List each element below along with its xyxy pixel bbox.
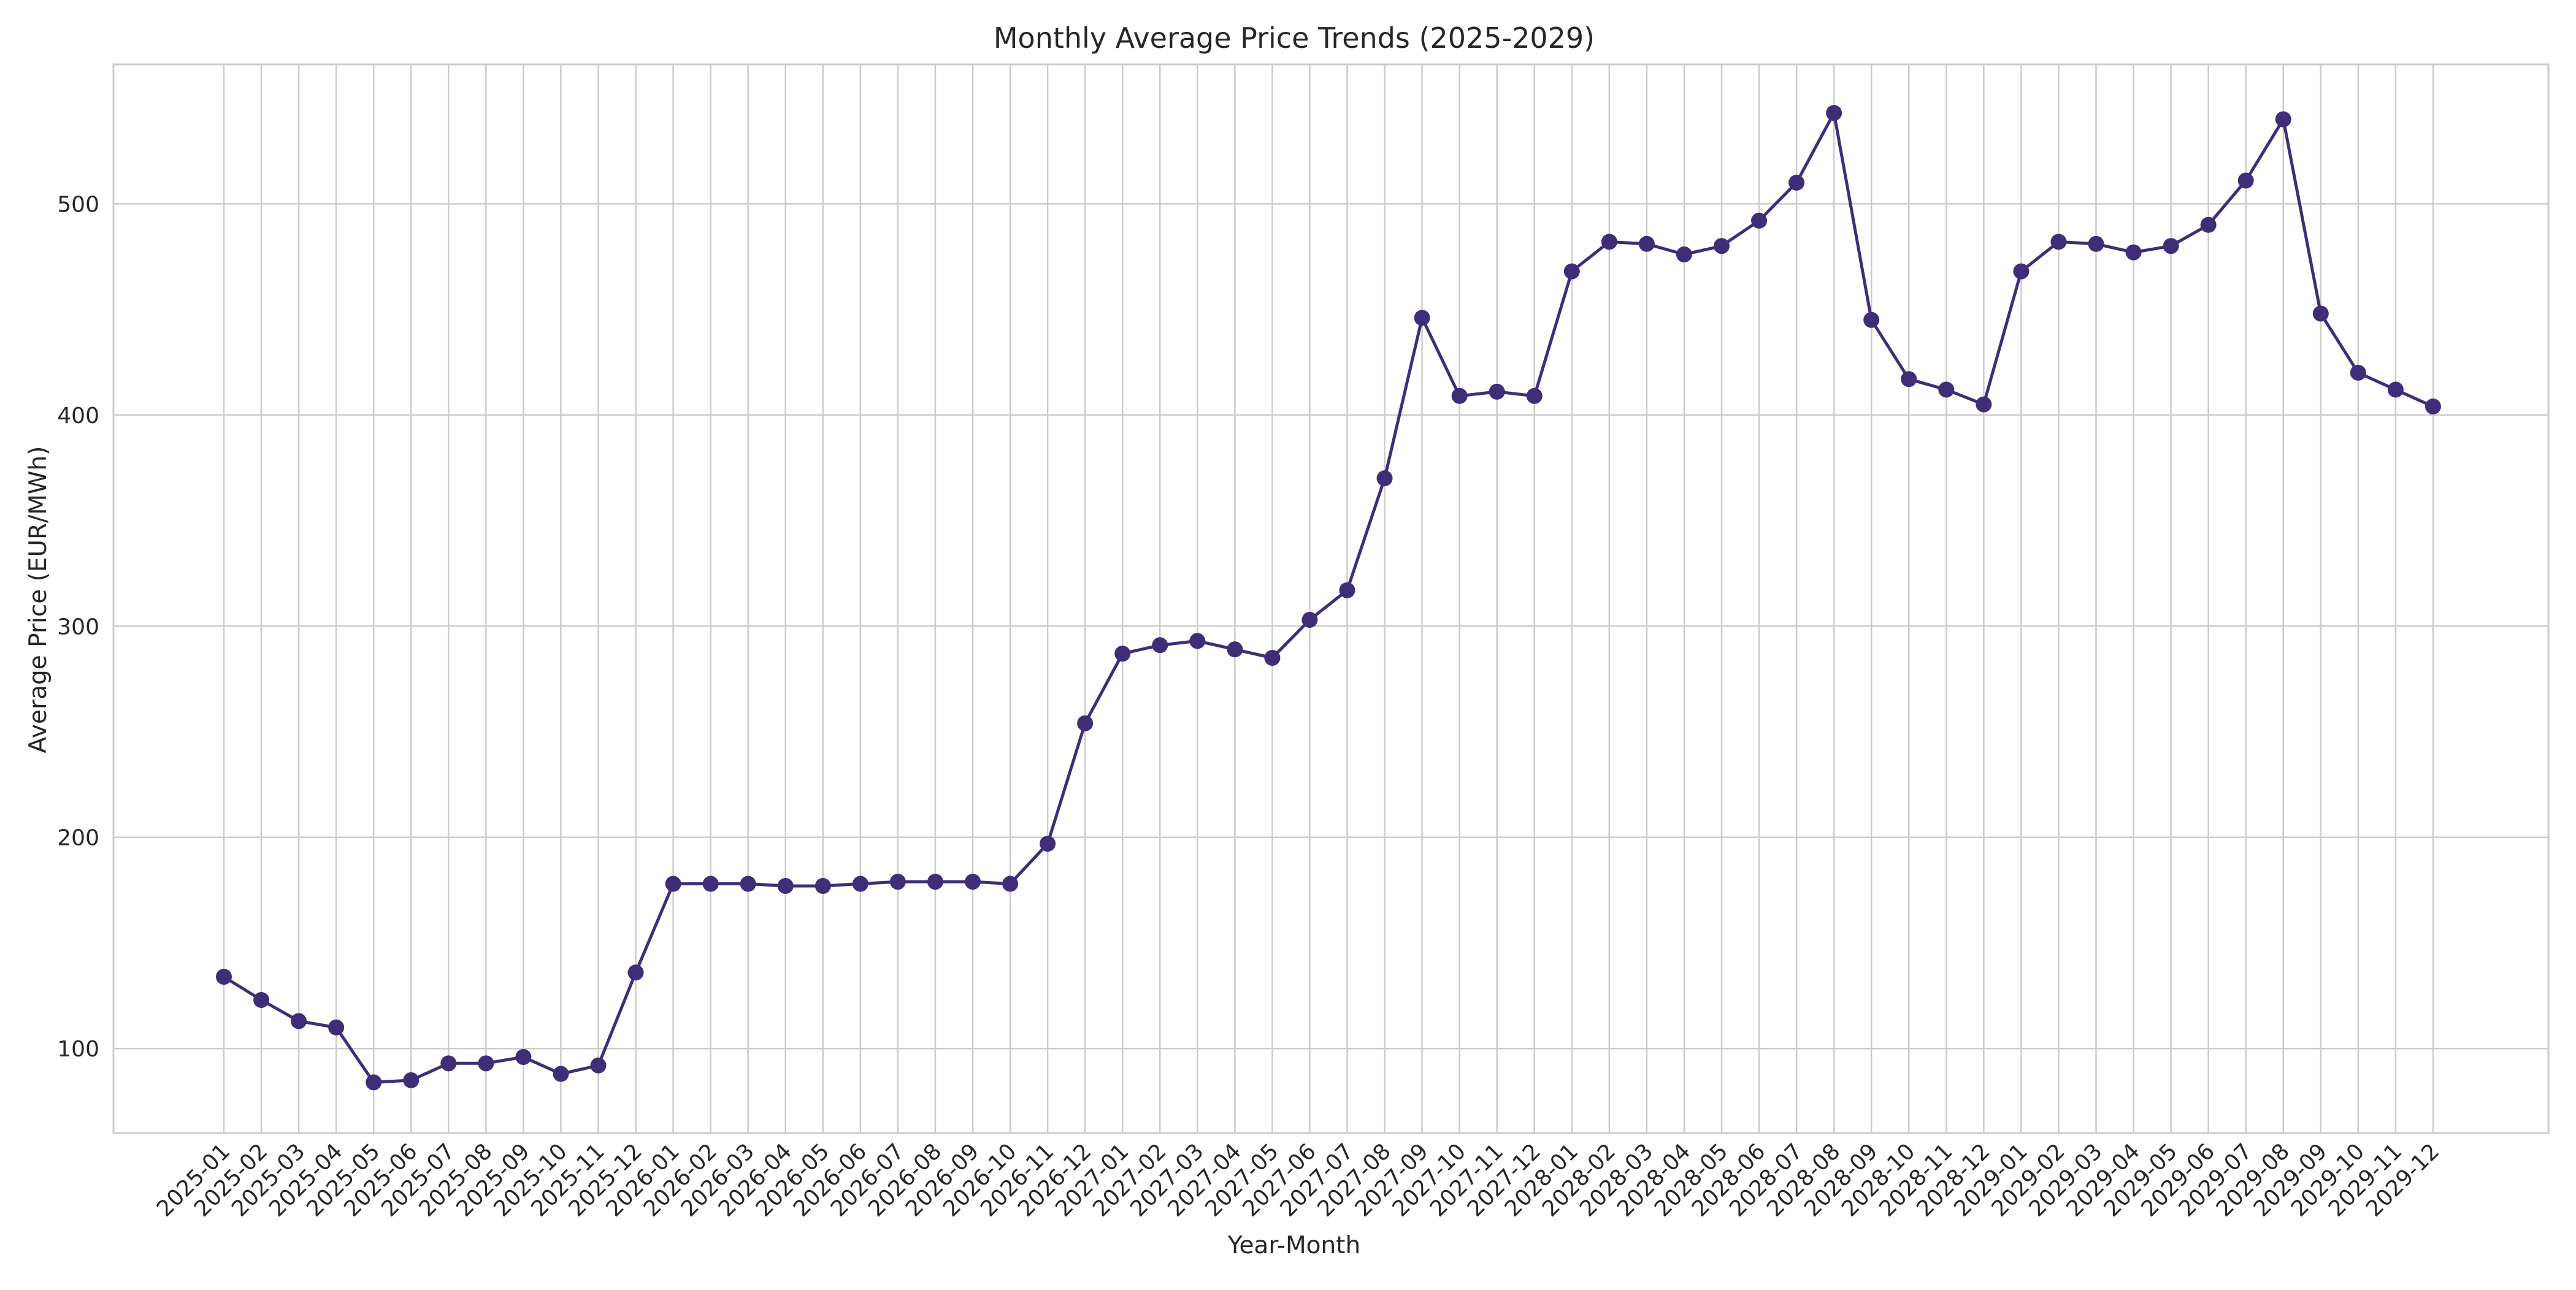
data-point	[2050, 234, 2067, 250]
data-point	[1152, 637, 1168, 654]
data-point	[927, 874, 943, 890]
data-point	[1826, 105, 1842, 121]
data-point	[2387, 381, 2404, 398]
y-tick-label: 200	[57, 826, 99, 851]
data-point	[1414, 310, 1430, 326]
data-point	[515, 1048, 532, 1065]
data-point	[1976, 396, 1992, 413]
data-point	[777, 877, 794, 894]
data-point	[253, 991, 270, 1008]
data-point	[2088, 235, 2104, 252]
data-point	[1601, 234, 1617, 250]
data-point	[2163, 238, 2179, 254]
data-point	[1264, 649, 1281, 666]
data-point	[216, 969, 232, 985]
data-point	[328, 1019, 345, 1036]
data-point	[366, 1074, 382, 1091]
data-point	[1114, 646, 1131, 662]
grid	[113, 64, 2548, 1133]
data-point	[1863, 311, 1880, 328]
data-point	[1638, 235, 1655, 252]
data-point	[1301, 611, 1318, 628]
data-point	[1938, 381, 1955, 398]
data-point	[1077, 715, 1094, 731]
data-point	[665, 876, 681, 892]
data-point	[1714, 238, 1730, 254]
data-point	[2312, 305, 2329, 322]
data-point	[403, 1072, 420, 1088]
data-point	[1676, 246, 1692, 263]
data-point	[627, 964, 644, 981]
data-point	[1901, 371, 1917, 387]
data-point	[852, 876, 868, 892]
data-point	[2350, 364, 2366, 381]
data-point	[1002, 876, 1019, 892]
x-axis-ticks: 2025-012025-022025-032025-042025-052025-…	[152, 1139, 2444, 1221]
data-point	[815, 877, 831, 894]
data-point	[1339, 582, 1355, 598]
data-point	[1526, 387, 1543, 404]
data-point	[478, 1055, 494, 1072]
y-tick-label: 400	[57, 403, 99, 429]
data-point	[2275, 111, 2291, 128]
data-point	[2237, 172, 2254, 189]
data-point	[2125, 244, 2142, 261]
data-point	[2013, 263, 2030, 280]
y-tick-label: 100	[57, 1037, 99, 1062]
data-point	[702, 876, 719, 892]
y-axis-label: Average Price (EUR/MWh)	[25, 446, 52, 754]
data-point	[440, 1055, 457, 1072]
data-point	[1189, 633, 1206, 649]
data-points	[216, 105, 2441, 1091]
data-point	[1451, 387, 1468, 404]
data-point	[553, 1066, 569, 1082]
data-point	[1563, 263, 1580, 280]
chart-title: Monthly Average Price Trends (2025-2029)	[994, 21, 1595, 55]
data-point	[740, 876, 756, 892]
data-point	[1489, 383, 1505, 400]
plot-frame	[112, 63, 2550, 1134]
data-point	[1040, 836, 1056, 852]
y-axis-ticks: 100 200 300 400 500	[57, 192, 99, 1062]
data-point	[1227, 641, 1243, 658]
data-point	[889, 874, 906, 890]
data-point	[2425, 399, 2441, 415]
series-line	[223, 111, 2434, 1084]
data-point	[590, 1057, 607, 1074]
data-point	[2200, 216, 2217, 233]
data-point	[1751, 212, 1768, 229]
data-point	[965, 874, 981, 890]
data-point	[1376, 470, 1393, 487]
data-point	[1788, 174, 1805, 191]
y-tick-label: 300	[57, 614, 99, 639]
x-axis-label: Year-Month	[1227, 1232, 1360, 1259]
data-point	[291, 1013, 307, 1029]
y-tick-label: 500	[57, 192, 99, 217]
